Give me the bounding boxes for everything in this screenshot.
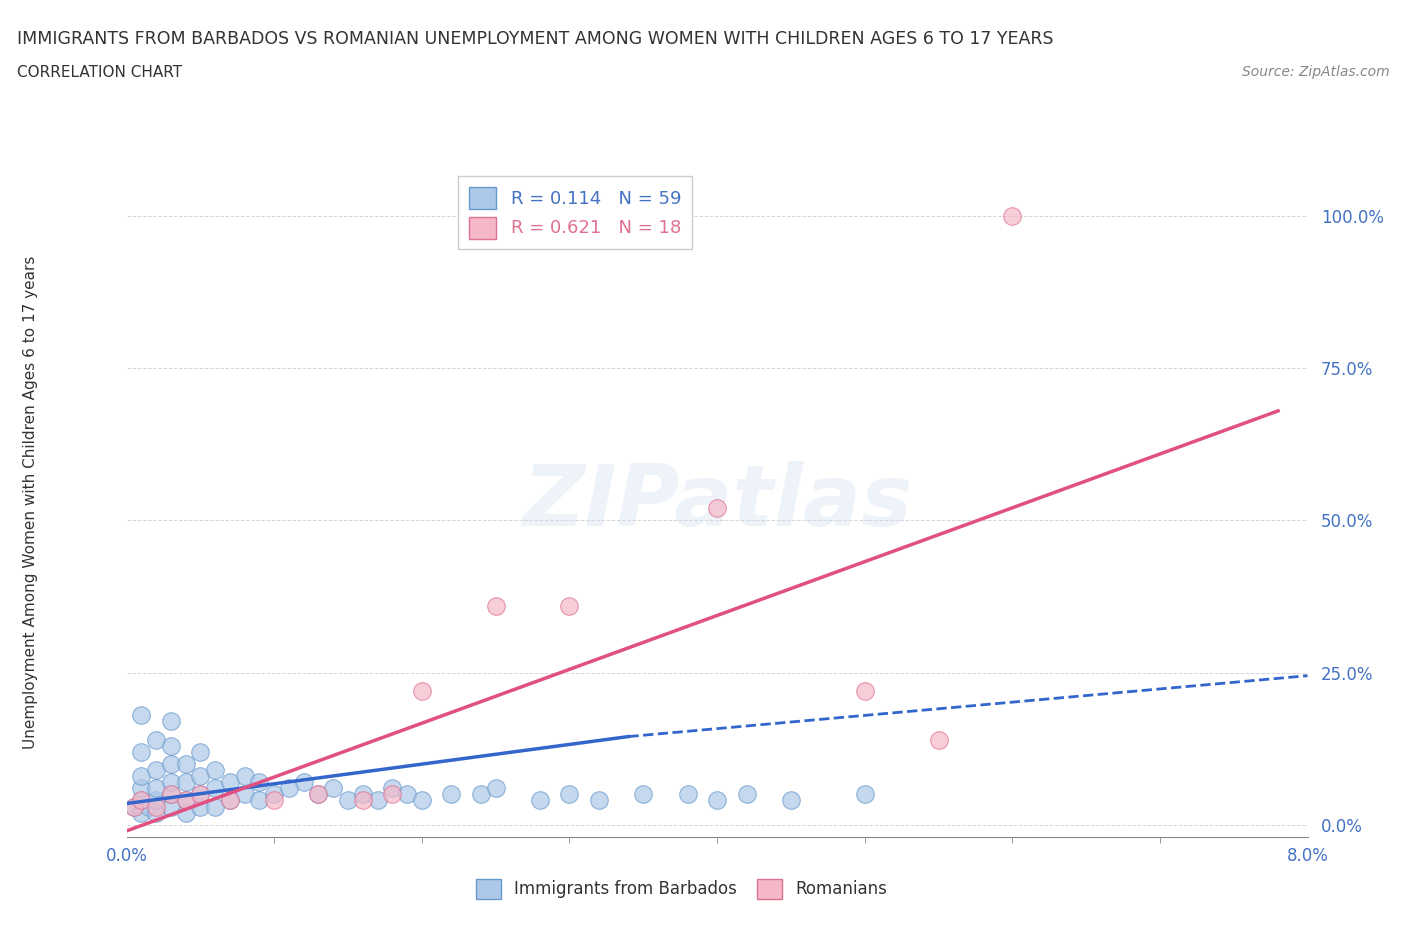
Point [145,799,167,814]
Point [440,787,463,802]
Point [233,769,256,784]
Point [352,787,374,802]
Point [145,763,167,777]
Point [160,714,183,729]
Point [588,793,610,808]
Point [307,787,329,802]
Point [188,769,211,784]
Point [174,756,197,771]
Point [853,787,876,802]
Point [145,781,167,796]
Point [188,744,211,759]
Point [174,775,197,790]
Point [558,787,581,802]
Legend: Immigrants from Barbados, Romanians: Immigrants from Barbados, Romanians [470,872,894,906]
Point [138,799,160,814]
Point [204,799,226,814]
Point [529,793,551,808]
Point [188,787,211,802]
Point [145,732,167,747]
Point [411,793,433,808]
Point [174,793,197,808]
Point [484,781,508,796]
Point [278,781,301,796]
Point [633,787,655,802]
Point [129,793,153,808]
Point [129,805,153,820]
Point [145,793,167,808]
Point [247,775,270,790]
Point [129,781,153,796]
Point [396,787,419,802]
Point [129,708,153,723]
Point [219,793,242,808]
Point [145,805,167,820]
Point [853,684,876,698]
Point [188,787,211,802]
Point [160,738,183,753]
Point [129,744,153,759]
Point [263,793,285,808]
Text: ZIPatlas: ZIPatlas [522,460,912,544]
Point [174,805,197,820]
Point [122,799,145,814]
Point [470,787,492,802]
Point [352,793,374,808]
Point [381,787,404,802]
Point [160,775,183,790]
Point [1001,208,1024,223]
Point [779,793,801,808]
Point [204,781,226,796]
Text: Unemployment Among Women with Children Ages 6 to 17 years: Unemployment Among Women with Children A… [24,256,38,749]
Text: IMMIGRANTS FROM BARBADOS VS ROMANIAN UNEMPLOYMENT AMONG WOMEN WITH CHILDREN AGES: IMMIGRANTS FROM BARBADOS VS ROMANIAN UNE… [17,30,1053,47]
Point [558,598,581,613]
Point [381,781,404,796]
Point [160,799,183,814]
Point [160,756,183,771]
Text: CORRELATION CHART: CORRELATION CHART [17,65,181,80]
Point [129,769,153,784]
Point [307,787,329,802]
Point [129,793,153,808]
Point [188,799,211,814]
Point [928,732,950,747]
Point [174,793,197,808]
Point [706,501,728,516]
Point [292,775,315,790]
Point [411,684,433,698]
Point [160,787,183,802]
Point [366,793,388,808]
Point [706,793,728,808]
Point [735,787,758,802]
Point [160,787,183,802]
Point [204,763,226,777]
Point [122,799,145,814]
Point [337,793,360,808]
Point [676,787,699,802]
Point [219,775,242,790]
Point [484,598,508,613]
Text: Source: ZipAtlas.com: Source: ZipAtlas.com [1241,65,1389,79]
Point [263,787,285,802]
Point [219,793,242,808]
Point [247,793,270,808]
Point [233,787,256,802]
Point [322,781,344,796]
